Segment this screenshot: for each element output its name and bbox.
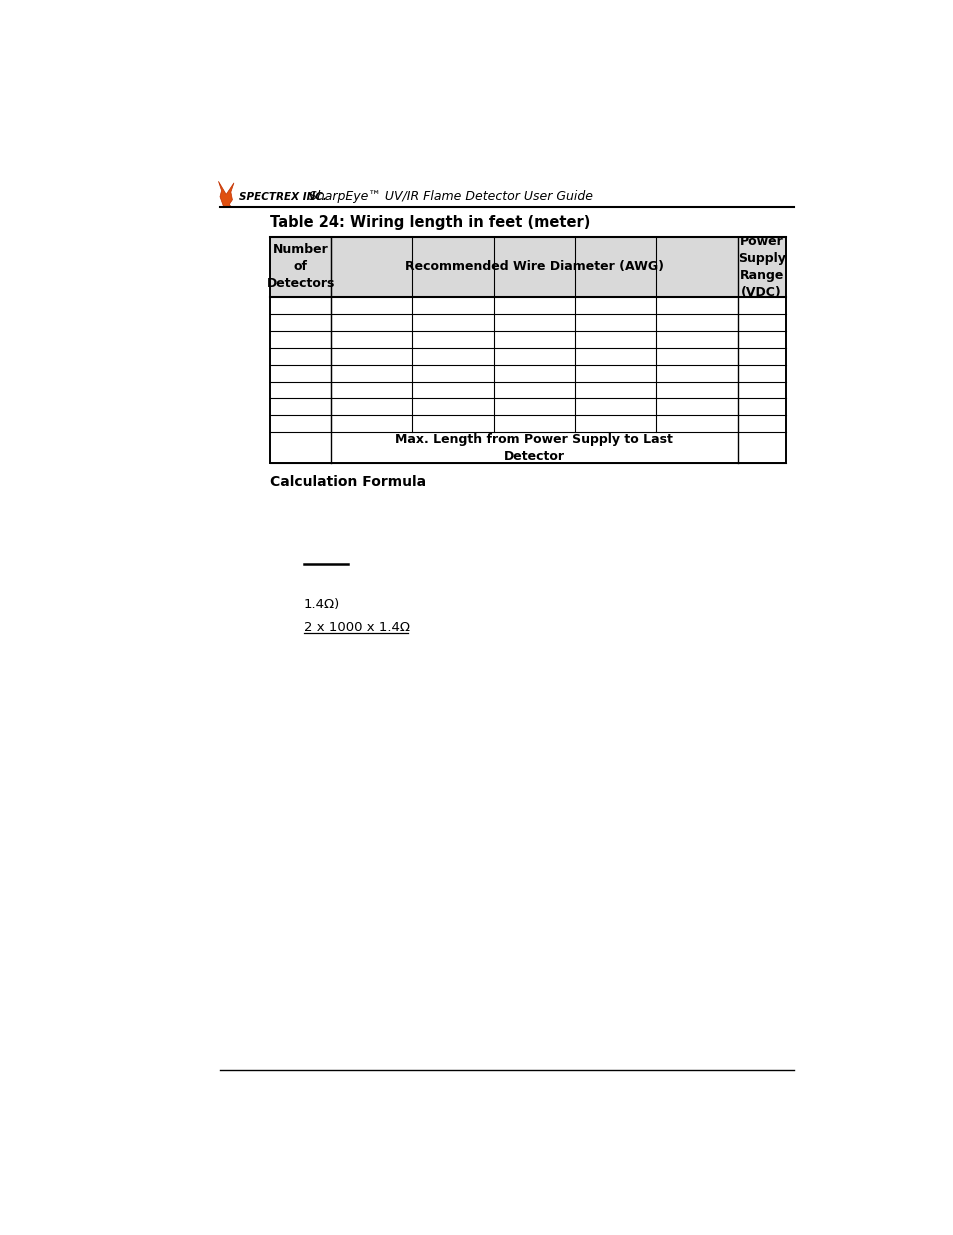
Text: SPECTREX INC.: SPECTREX INC. (239, 191, 327, 201)
Text: 2 x 1000 x 1.4Ω: 2 x 1000 x 1.4Ω (303, 621, 409, 635)
Text: SharpEye™ UV/IR Flame Detector User Guide: SharpEye™ UV/IR Flame Detector User Guid… (309, 190, 593, 204)
Bar (270, 237, 785, 296)
Bar (270, 237, 785, 463)
Text: Power
Supply
Range
(VDC): Power Supply Range (VDC) (737, 235, 785, 299)
Text: Number
of
Detectors: Number of Detectors (266, 243, 335, 290)
Text: Max. Length from Power Supply to Last
Detector: Max. Length from Power Supply to Last De… (395, 432, 673, 463)
Text: 1.4Ω): 1.4Ω) (303, 598, 339, 611)
Text: Table 24: Wiring length in feet (meter): Table 24: Wiring length in feet (meter) (270, 215, 590, 231)
Text: Recommended Wire Diameter (AWG): Recommended Wire Diameter (AWG) (404, 261, 663, 273)
Text: Calculation Formula: Calculation Formula (270, 474, 426, 489)
Polygon shape (218, 182, 233, 207)
